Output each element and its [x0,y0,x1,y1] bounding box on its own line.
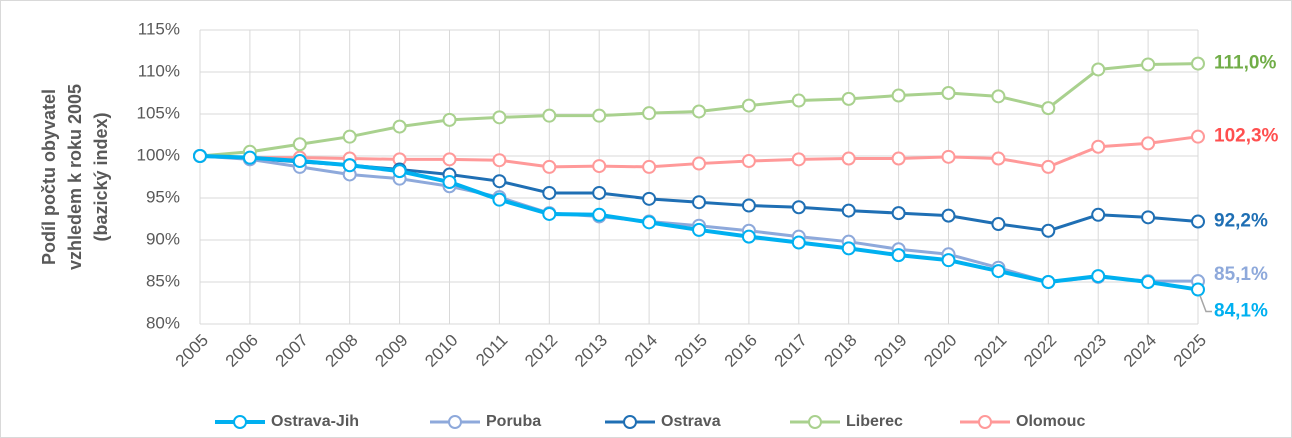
data-point [941,253,956,268]
data-point [741,198,756,213]
data-point [891,248,906,263]
data-point [1091,269,1106,284]
data-point [642,215,657,230]
data-point [442,175,457,190]
data-point [392,119,407,134]
data-point [292,154,307,169]
y-axis-label: (bazický index) [91,112,111,241]
data-point [1041,223,1056,238]
data-point [193,149,207,163]
data-point [791,152,806,167]
data-point [941,86,956,100]
y-axis-label: vzhledem k roku 2005 [65,84,85,270]
legend-label: Ostrava [661,413,721,430]
data-point [442,152,457,167]
y-axis-label: Podíl počtu obyvatel [39,89,59,265]
legend-marker [448,415,462,429]
data-point [991,217,1006,232]
data-point [642,191,657,206]
data-point [692,222,706,237]
data-point [692,195,706,210]
data-point [941,149,956,164]
data-point [841,241,856,256]
end-label: 111,0% [1214,53,1276,74]
data-point [492,110,507,125]
data-point [592,207,607,222]
data-point [891,88,906,103]
data-point [692,156,706,171]
data-point [741,229,756,244]
data-point [342,158,357,173]
data-point [692,104,706,119]
data-point [1141,210,1156,225]
legend-marker [978,415,992,429]
data-point [791,200,806,215]
legend-label: Olomouc [1016,413,1085,430]
data-point [1041,101,1056,116]
data-point [1191,129,1205,144]
data-point [592,108,607,123]
end-label: 85,1% [1214,264,1268,285]
data-point [791,93,806,108]
end-label: 102,3% [1214,126,1279,147]
data-point [741,98,756,113]
data-point [492,192,507,207]
data-point [1191,214,1205,229]
data-point [1041,159,1056,174]
y-tick-label: 90% [146,229,180,248]
data-point [542,159,557,174]
data-point [1141,57,1156,72]
y-tick-label: 110% [138,61,180,80]
data-point [1041,275,1056,289]
data-point [642,159,657,174]
data-point [791,235,806,250]
data-point [941,208,956,223]
end-label: 92,2% [1214,211,1268,232]
data-point [592,185,607,200]
data-point [542,108,557,123]
data-point [1091,207,1106,222]
y-tick-label: 80% [146,313,180,332]
data-point [542,206,557,221]
data-point [342,129,357,144]
data-point [492,153,507,168]
end-label: 84,1% [1214,301,1268,322]
data-point [741,154,756,169]
data-point [841,91,856,106]
data-point [891,151,906,166]
legend-label: Ostrava-Jih [271,413,359,430]
data-point [1091,62,1106,77]
data-point [492,174,507,189]
legend-label: Liberec [846,413,903,430]
data-point [1141,136,1156,151]
data-point [1191,282,1205,297]
data-point [991,89,1006,104]
y-tick-label: 85% [146,271,180,290]
data-point [891,206,906,221]
legend-marker [233,415,247,429]
data-point [1191,56,1205,71]
y-tick-label: 95% [146,187,180,206]
data-point [642,106,657,121]
y-tick-label: 100% [137,145,180,164]
data-point [242,150,257,165]
y-tick-label: 115% [138,19,180,38]
legend-marker [808,415,822,429]
data-point [392,164,407,179]
data-point [542,185,557,200]
data-point [442,112,457,127]
legend-marker [623,415,637,429]
data-point [1141,275,1156,289]
data-point [841,203,856,218]
data-point [592,159,607,174]
data-point [991,151,1006,166]
y-tick-label: 105% [137,103,180,122]
data-point [1091,139,1106,154]
legend-label: Poruba [486,413,541,430]
leader-line [1199,295,1212,313]
data-point [841,151,856,166]
data-point [292,137,307,152]
data-point [991,264,1006,279]
